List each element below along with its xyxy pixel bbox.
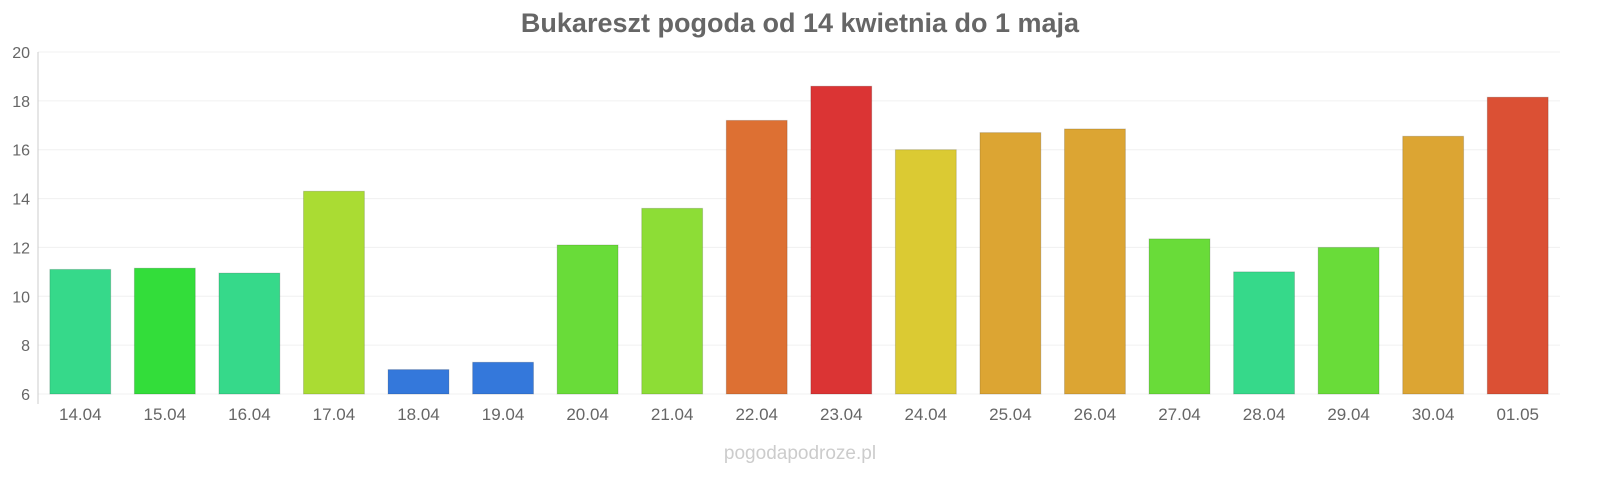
x-tick-label: 25.04 (989, 405, 1032, 424)
x-tick-label: 22.04 (735, 405, 778, 424)
x-tick-label: 18.04 (397, 405, 440, 424)
y-tick-label: 16 (12, 143, 30, 160)
y-tick-label: 6 (21, 387, 30, 404)
x-tick-label: 15.04 (144, 405, 187, 424)
bar-26.04 (1064, 128, 1126, 395)
bar-23.04 (810, 85, 873, 395)
bar-22.04 (725, 119, 788, 395)
x-tick-label: 16.04 (228, 405, 271, 424)
x-tick-label: 24.04 (905, 405, 948, 424)
y-tick-label: 20 (12, 45, 30, 62)
bar-16.04 (218, 272, 281, 395)
x-tick-label: 28.04 (1243, 405, 1286, 424)
bar-19.04 (472, 361, 534, 395)
bar-24.04 (894, 149, 957, 395)
x-tick-label: 14.04 (59, 405, 102, 424)
chart-title: Bukareszt pogoda od 14 kwietnia do 1 maj… (521, 8, 1080, 38)
x-tick-label: 19.04 (482, 405, 525, 424)
x-tick-label: 20.04 (566, 405, 609, 424)
bar-30.04 (1402, 135, 1465, 395)
x-tick-label: 01.05 (1496, 405, 1539, 424)
bar-18.04 (387, 369, 450, 395)
bar-01.05 (1486, 96, 1549, 395)
x-tick-label: 30.04 (1412, 405, 1455, 424)
bar-17.04 (303, 190, 365, 395)
y-tick-label: 12 (12, 240, 30, 257)
bar-20.04 (556, 244, 619, 395)
x-tick-label: 27.04 (1158, 405, 1201, 424)
bar-25.04 (979, 132, 1042, 395)
x-tick-label: 26.04 (1074, 405, 1117, 424)
x-tick-label: 17.04 (313, 405, 356, 424)
y-tick-label: 10 (12, 289, 30, 306)
bar-14.04 (49, 268, 112, 395)
bar-21.04 (641, 207, 704, 395)
bar-28.04 (1233, 271, 1295, 395)
y-tick-label: 18 (12, 94, 30, 111)
watermark: pogodapodroze.pl (724, 443, 876, 464)
y-tick-label: 8 (21, 338, 30, 355)
bar-27.04 (1148, 238, 1211, 395)
x-tick-label: 21.04 (651, 405, 694, 424)
bar-15.04 (133, 267, 196, 395)
y-tick-label: 14 (12, 192, 30, 209)
x-tick-label: 23.04 (820, 405, 863, 424)
bar-29.04 (1317, 246, 1380, 395)
x-tick-label: 29.04 (1327, 405, 1370, 424)
